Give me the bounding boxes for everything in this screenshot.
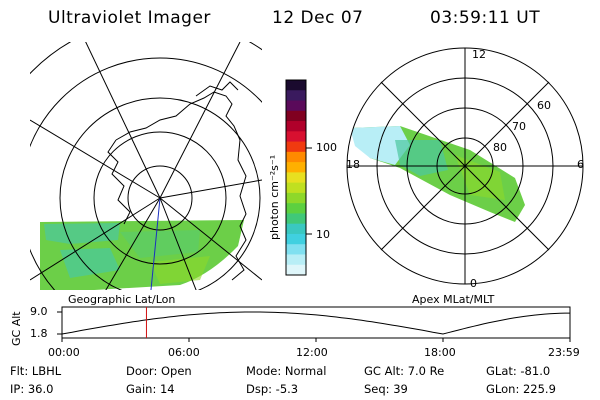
colorbar-band (286, 233, 306, 245)
colorbar-band (286, 223, 306, 235)
colorbar-band (286, 203, 306, 214)
colorbar-band (286, 131, 306, 143)
colorbar-band (286, 192, 306, 204)
mlat-label-80: 80 (493, 141, 507, 154)
altitude-curve (61, 311, 570, 335)
colorbar-band (286, 264, 306, 276)
altitude-xtick-0: 00:00 (48, 346, 80, 359)
glon-status: GLon: 225.9 (486, 382, 556, 396)
gain-status: Gain: 14 (126, 382, 175, 396)
glat-status: GLat: -81.0 (486, 364, 551, 378)
right-panel-label: Apex MLat/MLT (412, 293, 495, 306)
colorbar-band (286, 90, 306, 102)
colorbar-band (286, 100, 306, 112)
geographic-image (30, 42, 262, 290)
colorbar-band (286, 162, 306, 173)
dsp-status: Dsp: -5.3 (246, 382, 299, 396)
colorbar-band (286, 244, 306, 255)
mode-status: Mode: Normal (246, 364, 327, 378)
colorbar-tick-100: 100 (316, 141, 337, 154)
colorbar-band (286, 141, 306, 153)
mlat-label-60: 60 (537, 99, 551, 112)
door-status: Door: Open (126, 364, 192, 378)
seq-status: Seq: 39 (364, 382, 408, 396)
colorbar-band (286, 254, 306, 266)
colorbar-band (286, 121, 306, 132)
altitude-xtick-2: 12:00 (296, 346, 328, 359)
colorbar-band (286, 80, 306, 91)
altitude-ytick-min: 1.8 (30, 327, 48, 340)
colorbar-unit-label: photon cm⁻²s⁻¹ (268, 154, 281, 240)
colorbar-band (286, 110, 306, 122)
date-label: 12 Dec 07 (272, 8, 364, 28)
altitude-ylabel: GC Alt (10, 311, 23, 346)
colorbar-band (286, 172, 306, 184)
mlt-label-left: 18 (346, 158, 360, 171)
mlt-label-right: 6 (577, 158, 584, 171)
time-label: 03:59:11 UT (430, 8, 541, 28)
filter-status: Flt: LBHL (10, 364, 62, 378)
mlt-label-bottom: 0 (470, 277, 477, 290)
colorbar (286, 80, 306, 276)
instrument-title: Ultraviolet Imager (48, 8, 211, 28)
left-panel-label: Geographic Lat/Lon (68, 293, 176, 306)
colorbar-band (286, 213, 306, 225)
colorbar-band (286, 182, 306, 194)
colorbar-band (286, 151, 306, 163)
altitude-xtick-4: 23:59 (548, 346, 580, 359)
altitude-xtick-3: 18:00 (424, 346, 456, 359)
altitude-xtick-1: 06:00 (168, 346, 200, 359)
gc-alt-status: GC Alt: 7.0 Re (364, 364, 445, 378)
ip-status: IP: 36.0 (10, 382, 54, 396)
altitude-plot-frame (61, 306, 571, 339)
mlt-label-top: 12 (472, 48, 486, 61)
mlat-label-70: 70 (512, 120, 526, 133)
colorbar-tick-10: 10 (316, 228, 330, 241)
polar-image (346, 47, 584, 285)
altitude-ytick-max: 9.0 (30, 305, 48, 318)
